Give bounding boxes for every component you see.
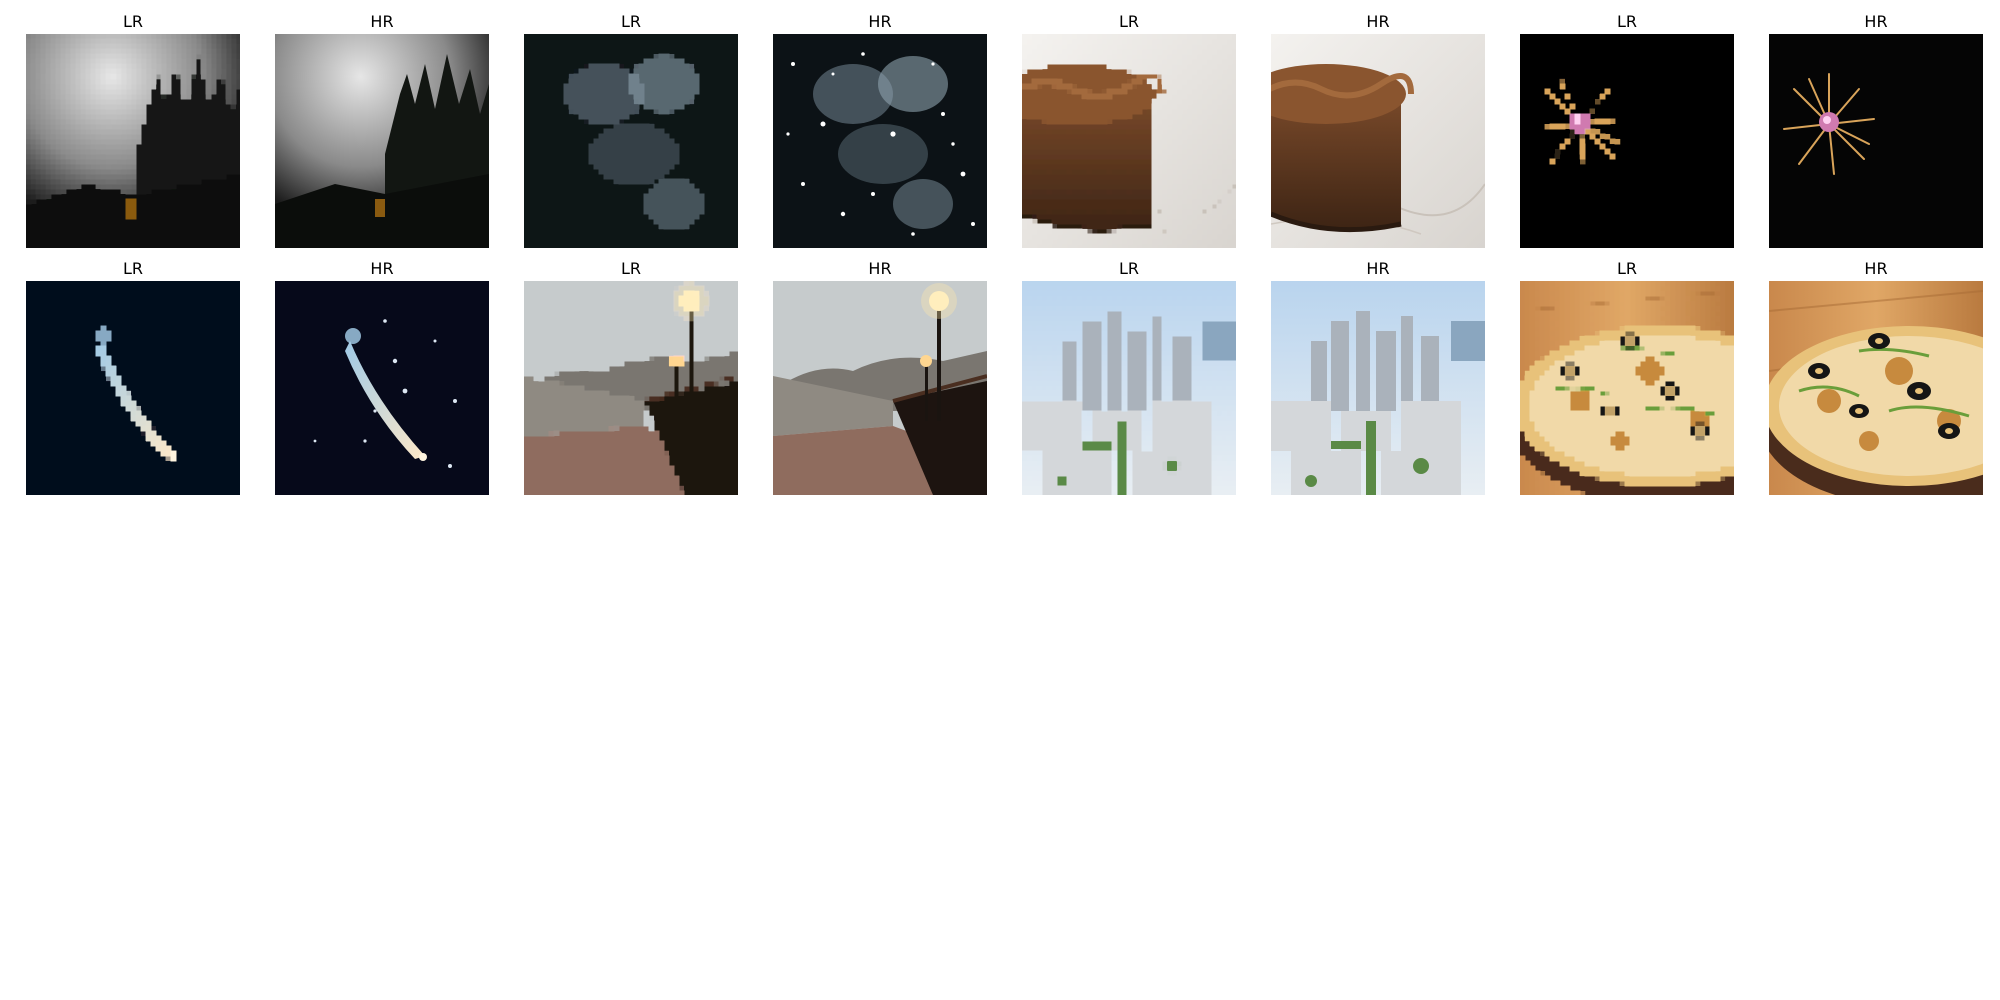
city-skyline-icon bbox=[1022, 281, 1236, 495]
cell-label: HR bbox=[1864, 12, 1888, 31]
bridge-lamp-icon bbox=[524, 281, 738, 495]
cell-label: HR bbox=[1366, 12, 1390, 31]
cell-label: LR bbox=[1616, 12, 1638, 31]
bridge-lamp-icon bbox=[773, 281, 987, 495]
pizza-icon bbox=[1520, 281, 1734, 495]
comet-icon bbox=[26, 281, 240, 495]
cell-label: LR bbox=[1118, 12, 1140, 31]
cell-label: LR bbox=[1118, 259, 1140, 278]
pizza-icon bbox=[1769, 281, 1983, 495]
misty-forest-icon bbox=[275, 34, 489, 248]
cell-label: HR bbox=[370, 12, 394, 31]
cell-label: HR bbox=[370, 259, 394, 278]
cell-label: LR bbox=[620, 259, 642, 278]
comet-icon bbox=[275, 281, 489, 495]
cell-label: LR bbox=[122, 259, 144, 278]
chocolate-mousse-icon bbox=[1022, 34, 1236, 248]
cell-label: LR bbox=[1616, 259, 1638, 278]
cell-label: HR bbox=[1366, 259, 1390, 278]
misty-forest-icon bbox=[26, 34, 240, 248]
cell-label: HR bbox=[868, 12, 892, 31]
firework-icon bbox=[1520, 34, 1734, 248]
cell-label: HR bbox=[868, 259, 892, 278]
snowfall-icon bbox=[524, 34, 738, 248]
firework-icon bbox=[1769, 34, 1983, 248]
cell-label: LR bbox=[122, 12, 144, 31]
cell-label: HR bbox=[1864, 259, 1888, 278]
cell-label: LR bbox=[620, 12, 642, 31]
chocolate-mousse-icon bbox=[1271, 34, 1485, 248]
snowfall-icon bbox=[773, 34, 987, 248]
city-skyline-icon bbox=[1271, 281, 1485, 495]
